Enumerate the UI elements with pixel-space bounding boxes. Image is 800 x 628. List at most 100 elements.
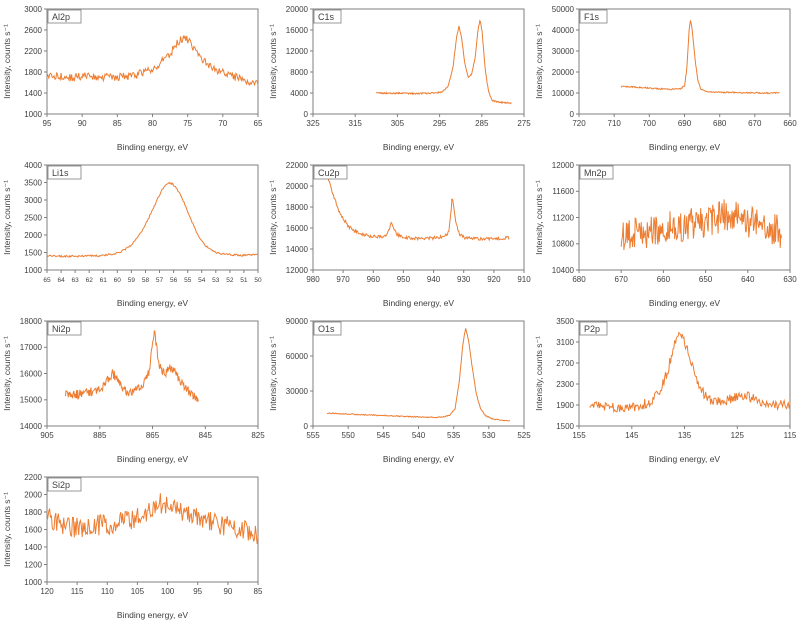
chart-panel-O1s: 555 550 545 540 535 530 525 0 30000 60000 90000 Bin… <box>267 313 533 469</box>
x-axis-title: Binding energy, eV <box>649 454 721 464</box>
x-axis-ticks <box>578 270 791 273</box>
svg-text:285: 285 <box>475 119 489 128</box>
svg-text:58: 58 <box>142 277 150 284</box>
svg-text:100: 100 <box>161 587 175 596</box>
svg-text:54: 54 <box>198 277 206 284</box>
y-tick-labels: 1000 1400 1800 2200 2600 3000 <box>24 5 42 119</box>
y-axis-ticks <box>44 164 47 271</box>
series-label: Cu2p <box>318 168 340 178</box>
svg-text:8000: 8000 <box>290 68 308 77</box>
svg-text:70: 70 <box>218 119 227 128</box>
svg-text:960: 960 <box>367 275 381 284</box>
svg-text:11600: 11600 <box>552 187 574 196</box>
svg-text:680: 680 <box>713 119 727 128</box>
svg-text:0: 0 <box>570 110 575 119</box>
svg-text:30000: 30000 <box>552 47 575 56</box>
series-label: Ni2p <box>52 324 71 334</box>
y-axis-ticks <box>576 8 579 115</box>
x-axis-title: Binding energy, eV <box>383 298 455 308</box>
svg-text:305: 305 <box>391 119 405 128</box>
svg-text:90: 90 <box>78 119 87 128</box>
svg-text:50000: 50000 <box>552 5 575 14</box>
series-label-box <box>47 321 82 336</box>
plot-area <box>578 8 791 115</box>
svg-text:120: 120 <box>40 587 54 596</box>
svg-text:90000: 90000 <box>286 317 309 326</box>
svg-text:2700: 2700 <box>556 359 574 368</box>
svg-text:0: 0 <box>304 110 309 119</box>
x-axis-title: Binding energy, eV <box>117 142 189 152</box>
svg-text:670: 670 <box>615 275 629 284</box>
x-tick-labels: 555 550 545 540 535 530 525 <box>306 431 531 440</box>
y-axis-title: Intensity, counts s⁻¹ <box>534 180 544 255</box>
trace-line <box>620 20 780 95</box>
chart-svg: 720 710 700 690 680 670 660 0 10000 20000 30000 400… <box>534 5 797 152</box>
svg-text:670: 670 <box>748 119 762 128</box>
svg-text:53: 53 <box>212 277 220 284</box>
chart-panel-Li1s: 65 64 63 62 61 60 59 58 57 56 55 54 53 52 51 50 1000 1500… <box>1 157 267 313</box>
svg-text:10000: 10000 <box>552 89 575 98</box>
x-axis-ticks <box>312 270 525 273</box>
svg-text:90: 90 <box>223 587 232 596</box>
x-axis-title: Binding energy, eV <box>383 142 455 152</box>
svg-text:14000: 14000 <box>286 245 309 254</box>
svg-text:155: 155 <box>572 431 586 440</box>
x-axis-title: Binding energy, eV <box>117 298 189 308</box>
series-label-box <box>579 165 614 180</box>
chart-svg: 120 115 110 105 100 95 90 85 1000 1200 1400 1600 180… <box>2 473 263 620</box>
svg-text:1500: 1500 <box>556 422 574 431</box>
series-label: P2p <box>584 324 600 334</box>
svg-text:105: 105 <box>131 587 145 596</box>
svg-text:1800: 1800 <box>24 508 42 517</box>
y-axis-title: Intensity, counts s⁻¹ <box>534 24 544 99</box>
svg-text:1000: 1000 <box>24 110 42 119</box>
svg-text:61: 61 <box>100 277 108 284</box>
y-axis-title: Intensity, counts s⁻¹ <box>2 492 12 567</box>
plot-area <box>312 164 525 271</box>
svg-text:2000: 2000 <box>24 490 42 499</box>
svg-text:80: 80 <box>148 119 157 128</box>
series-label: O1s <box>318 324 335 334</box>
chart-panel-C1s: 325 315 305 295 285 275 0 4000 8000 12000 16000 200… <box>267 1 533 157</box>
svg-text:12000: 12000 <box>286 47 309 56</box>
svg-text:550: 550 <box>342 431 356 440</box>
svg-text:660: 660 <box>783 119 797 128</box>
y-tick-labels: 0 30000 60000 90000 <box>286 317 309 431</box>
svg-text:4000: 4000 <box>290 89 308 98</box>
svg-text:57: 57 <box>156 277 164 284</box>
y-axis-title: Intensity, counts s⁻¹ <box>2 336 12 411</box>
chart-panel-F1s: 720 710 700 690 680 670 660 0 10000 20000 30000 400… <box>533 1 799 157</box>
x-axis-title: Binding energy, eV <box>117 610 189 620</box>
svg-text:555: 555 <box>306 431 320 440</box>
chart-panel-Cu2p: 980 970 960 950 940 930 920 910 12000 14000 16000 1… <box>267 157 533 313</box>
x-axis-title: Binding energy, eV <box>649 142 721 152</box>
series-label-box <box>47 477 82 492</box>
svg-text:63: 63 <box>71 277 79 284</box>
chart-svg: 680 670 660 650 640 630 10400 10800 11200 11600 12… <box>534 161 797 308</box>
svg-text:3000: 3000 <box>24 5 42 14</box>
svg-text:64: 64 <box>57 277 65 284</box>
y-axis-title: Intensity, counts s⁻¹ <box>2 180 12 255</box>
svg-text:1000: 1000 <box>24 266 42 275</box>
svg-text:18000: 18000 <box>20 317 43 326</box>
chart-panel-Al2p: 95 90 85 80 75 70 65 1000 1400 1800 2200 2600 3000 Bi… <box>1 1 267 157</box>
y-axis-title: Intensity, counts s⁻¹ <box>268 180 278 255</box>
svg-text:22000: 22000 <box>286 161 309 170</box>
svg-text:535: 535 <box>447 431 461 440</box>
x-axis-ticks <box>46 270 259 273</box>
svg-text:275: 275 <box>517 119 531 128</box>
svg-text:85: 85 <box>113 119 122 128</box>
x-tick-labels: 720 710 700 690 680 670 660 <box>572 119 797 128</box>
plot-area <box>46 164 259 271</box>
svg-text:115: 115 <box>71 587 84 596</box>
svg-text:1400: 1400 <box>24 543 42 552</box>
svg-text:2200: 2200 <box>24 47 42 56</box>
svg-text:2600: 2600 <box>24 26 42 35</box>
chart-svg: 555 550 545 540 535 530 525 0 30000 60000 90000 Bin… <box>268 317 531 464</box>
svg-text:650: 650 <box>699 275 713 284</box>
svg-text:710: 710 <box>608 119 622 128</box>
y-axis-ticks <box>576 320 579 427</box>
svg-text:1600: 1600 <box>24 525 42 534</box>
svg-text:51: 51 <box>240 277 248 284</box>
